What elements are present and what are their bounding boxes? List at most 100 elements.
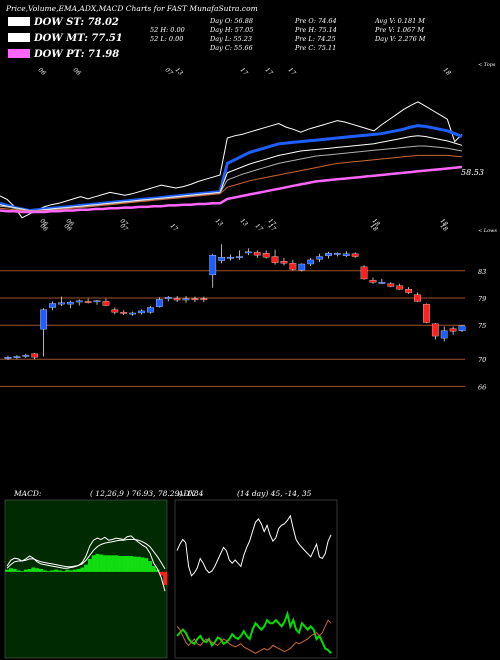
adx-line	[176, 514, 332, 577]
macd-histogram-bar	[159, 571, 164, 576]
stat-avg-volume: Avg V: 0.181 M	[375, 17, 425, 25]
legend-label: DOW MT: 77.51	[34, 33, 123, 44]
macd-histogram-bar	[84, 564, 89, 572]
x-tick-label: 18	[439, 217, 449, 227]
legend-label: DOW PT: 71.98	[34, 49, 120, 60]
macd-histogram-bar	[87, 558, 92, 572]
x-tick-label-top: 18	[442, 66, 452, 76]
candle-body	[155, 299, 163, 307]
candle-body	[200, 298, 208, 301]
macd-histogram-bar	[148, 561, 153, 572]
macd-histogram-bar	[155, 569, 160, 572]
candle-body	[75, 300, 83, 303]
macd-histogram-bar	[54, 569, 58, 572]
candle-body	[431, 323, 439, 337]
legend-dow-mt: DOW MT: 77.51	[8, 33, 123, 44]
y-tick-label: 79	[478, 295, 486, 303]
macd-params: ( 12,26,9 ) 76.93, 78.29, -1.84	[90, 489, 204, 498]
candle-body	[369, 280, 377, 283]
candle-body	[209, 255, 217, 276]
adx-frame	[174, 499, 338, 659]
macd-histogram-bar	[121, 556, 126, 572]
stat-52-high: 52 H: 0.00	[150, 26, 185, 34]
stat-prev-low: Pre L: 74.25	[295, 35, 336, 43]
macd-histogram-bar	[95, 553, 100, 572]
candle-body	[307, 259, 315, 265]
x-tick-label: 13	[214, 217, 224, 227]
macd-histogram-bar	[8, 568, 13, 572]
candle-body	[449, 328, 457, 332]
macd-histogram-bar	[27, 568, 32, 572]
macd-histogram-bar	[46, 571, 51, 572]
candle-body	[271, 256, 279, 263]
x-tick-label-top: 13	[174, 66, 184, 76]
candle-body	[378, 282, 386, 284]
last-value-label: 58.53	[461, 168, 484, 177]
macd-histogram-bar	[5, 569, 10, 572]
candle-body	[66, 301, 74, 305]
macd-histogram-bar	[69, 570, 74, 572]
y-tick-label: 75	[478, 322, 486, 330]
macd-histogram-bar	[50, 570, 55, 572]
macd-histogram-bar	[117, 556, 122, 572]
macd-histogram-bar	[140, 557, 145, 572]
candle-body	[129, 312, 136, 315]
x-tick-label-bottom: 06	[63, 222, 73, 232]
ema-line	[0, 165, 463, 214]
macd-histogram-bar	[102, 555, 107, 572]
adx-line	[176, 610, 332, 654]
macd-histogram-bar	[42, 570, 47, 572]
macd-line	[6, 539, 166, 570]
macd-histogram-bar	[163, 571, 168, 585]
macd-histogram-bar	[76, 568, 81, 572]
candle-body	[191, 298, 199, 301]
legend-swatch	[8, 17, 30, 26]
macd-histogram-bar	[72, 569, 77, 572]
candle-body	[262, 252, 270, 258]
y-tick-label: 66	[478, 383, 486, 391]
x-tick-label-top: 17	[264, 66, 274, 76]
candle-body	[13, 356, 21, 358]
stat-prev-high: Pre H: 75.14	[295, 26, 337, 34]
macd-histogram-bar	[65, 569, 70, 572]
ema-line	[0, 135, 463, 211]
candle-body	[325, 252, 332, 256]
candle-body	[405, 289, 412, 293]
x-tick-label-bottom: 17	[169, 222, 179, 232]
ema-line	[0, 124, 463, 213]
macd-histogram-bar	[16, 570, 21, 572]
macd-histogram-bar	[91, 555, 96, 572]
macd-line	[6, 535, 166, 592]
legend-swatch	[8, 49, 30, 58]
candle-body	[236, 256, 243, 258]
x-tick-label-bottom: 18	[369, 222, 379, 232]
macd-histogram-bar	[99, 554, 104, 572]
macd-histogram-bar	[125, 556, 130, 572]
candle-body	[253, 252, 261, 256]
candle-body	[182, 298, 190, 301]
candle-body	[173, 298, 181, 301]
x-tick-label-top: 06	[37, 66, 47, 76]
stat-day-low: Day L: 55.23	[210, 35, 253, 43]
candle-body	[458, 325, 466, 331]
ema-line	[0, 154, 463, 212]
candle-body	[387, 283, 395, 287]
macd-title: MACD:	[13, 489, 42, 498]
adx-params: (14 day) 45, -14, 35	[237, 489, 312, 498]
macd-histogram-bar	[151, 566, 156, 572]
x-tick-label-bottom: 07	[119, 222, 129, 232]
x-tick-label-top: 17	[239, 66, 249, 76]
adx-panel: ADX (14 day) 45, -14, 35	[174, 489, 338, 659]
macd-histogram-bar	[129, 556, 134, 572]
candle-body	[414, 294, 421, 302]
x-tick-label: 18	[371, 217, 381, 227]
legend-dow-pt: DOW PT: 71.98	[8, 49, 119, 60]
stat-52-low: 52 L: 0.00	[150, 35, 184, 43]
macd-frame	[4, 499, 168, 659]
legend-dow-st: DOW ST: 78.02	[8, 17, 119, 28]
stat-prev-volume: Pre V: 1.067 M	[375, 26, 425, 34]
stat-day-high: Day H: 57.05	[210, 26, 254, 34]
candle-body	[147, 307, 154, 313]
